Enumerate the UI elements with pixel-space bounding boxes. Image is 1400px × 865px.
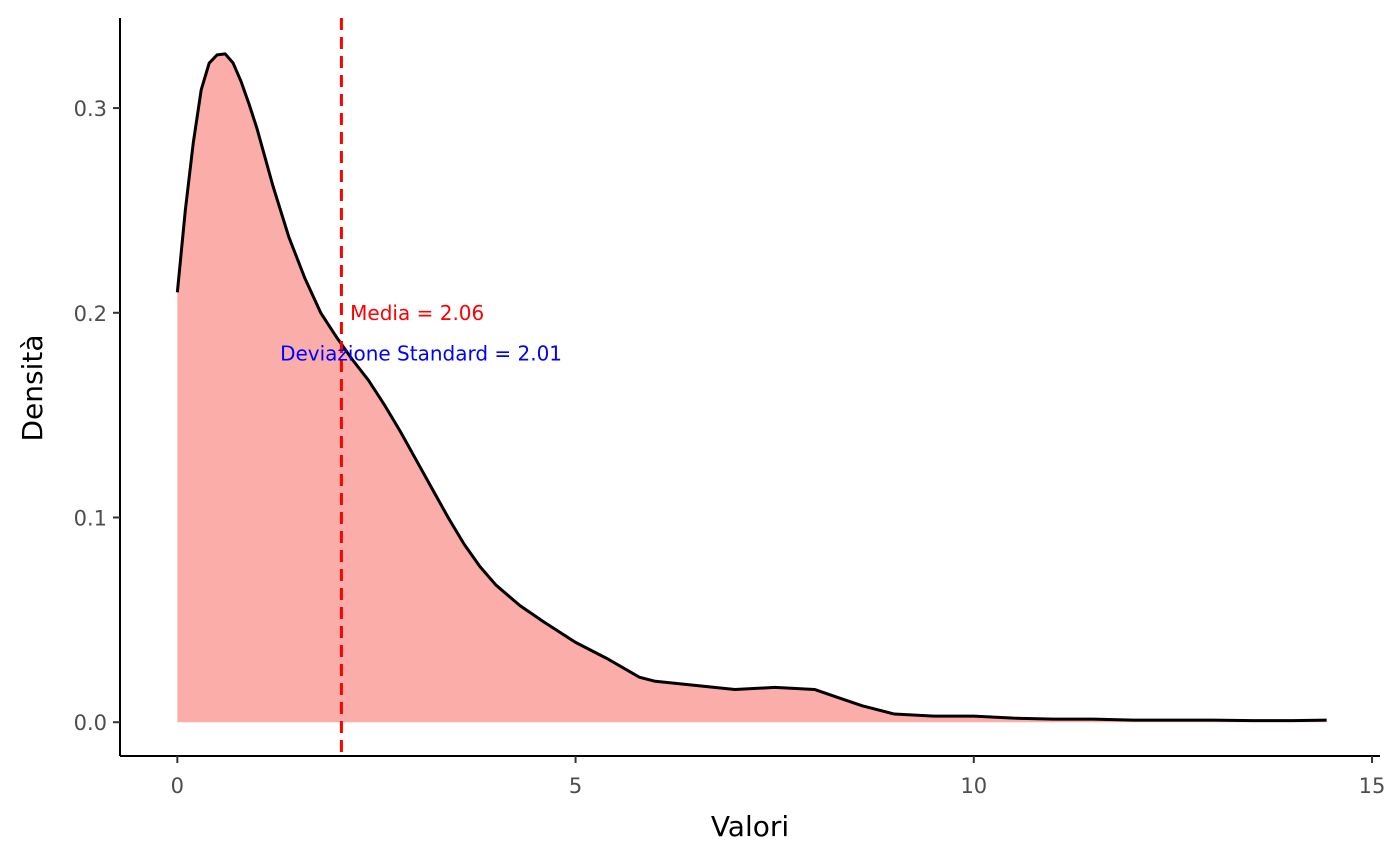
y-tick-label: 0.2 xyxy=(74,302,107,326)
y-tick-label: 0.1 xyxy=(74,507,107,531)
annotations: Media = 2.06 Deviazione Standard = 2.01 xyxy=(280,301,562,366)
y-tick-label: 0.3 xyxy=(74,97,107,121)
sd-annotation: Deviazione Standard = 2.01 xyxy=(280,342,562,366)
axes: 0 5 10 15 0.0 0.1 0.2 0.3 xyxy=(74,18,1386,798)
y-tick-label: 0.0 xyxy=(74,711,107,735)
density-area-0 xyxy=(177,53,1327,723)
x-tick-label: 0 xyxy=(171,774,184,798)
x-tick-label: 5 xyxy=(569,774,582,798)
mean-annotation: Media = 2.06 xyxy=(350,301,484,325)
x-tick-label: 10 xyxy=(960,774,987,798)
x-axis-title: Valori xyxy=(711,810,789,843)
y-axis-title: Densità xyxy=(16,334,49,441)
density-line-0 xyxy=(175,52,1327,723)
x-tick-label: 15 xyxy=(1359,774,1386,798)
plot-area xyxy=(175,18,1327,756)
